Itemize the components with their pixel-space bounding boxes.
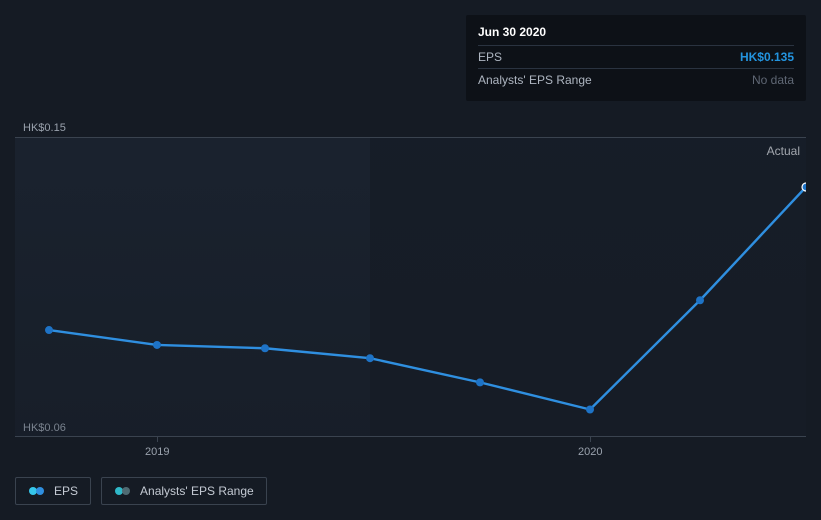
eps-point[interactable] [802, 183, 806, 191]
tooltip-title: Jun 30 2020 [478, 25, 794, 39]
y-axis-top-label: HK$0.15 [23, 122, 66, 134]
legend-label: Analysts' EPS Range [140, 484, 254, 498]
tooltip-row-label: Analysts' EPS Range [478, 73, 592, 87]
hover-tooltip: Jun 30 2020 EPS HK$0.135 Analysts' EPS Ran… [466, 15, 806, 101]
eps-point[interactable] [586, 406, 594, 414]
chart-bottom-border [15, 436, 806, 437]
eps-line [49, 187, 806, 410]
legend-item[interactable]: Analysts' EPS Range [101, 477, 267, 505]
legend-item[interactable]: EPS [15, 477, 91, 505]
legend-label: EPS [54, 484, 78, 498]
eps-point[interactable] [696, 296, 704, 304]
x-axis-tick [157, 436, 158, 442]
eps-line-chart [15, 138, 806, 436]
eps-point[interactable] [261, 344, 269, 352]
x-axis-tick [590, 436, 591, 442]
tooltip-row: Analysts' EPS Range No data [478, 68, 794, 91]
chart-legend: EPS Analysts' EPS Range [15, 477, 267, 505]
eps-point[interactable] [476, 378, 484, 386]
legend-swatch-icon [114, 486, 132, 496]
x-axis-tick-label: 2019 [145, 446, 169, 458]
eps-point[interactable] [45, 326, 53, 334]
chart-plot-area [15, 138, 806, 436]
x-axis-tick-label: 2020 [578, 446, 602, 458]
legend-swatch-icon [28, 486, 46, 496]
tooltip-row-value: HK$0.135 [740, 50, 794, 64]
tooltip-row-value: No data [752, 73, 794, 87]
eps-point[interactable] [366, 354, 374, 362]
eps-point[interactable] [153, 341, 161, 349]
tooltip-row-label: EPS [478, 50, 502, 64]
tooltip-row: EPS HK$0.135 [478, 45, 794, 68]
